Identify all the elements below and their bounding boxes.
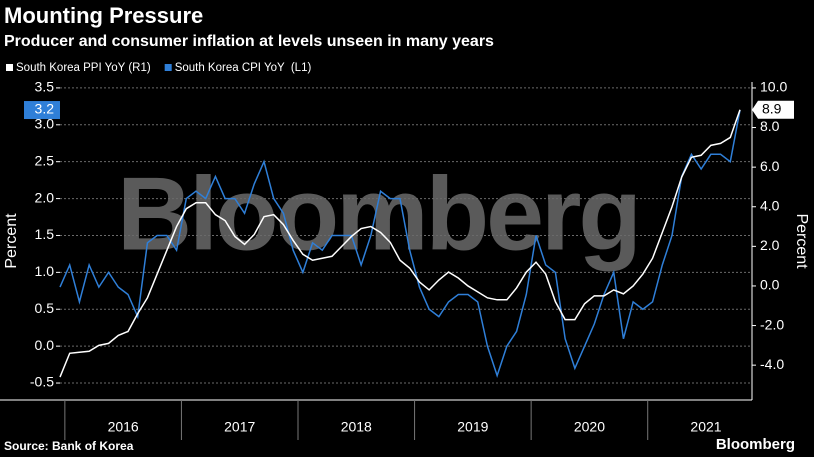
y-tick-label: 3.5 bbox=[35, 79, 55, 95]
x-tick-label: 2021 bbox=[690, 419, 721, 435]
y2-tick-label: 10.0 bbox=[760, 79, 787, 95]
y-tick-label: 1.0 bbox=[35, 263, 55, 279]
legend-label: South Korea PPI YoY (R1) bbox=[16, 62, 151, 74]
legend-label: South Korea CPI YoY (L1) bbox=[175, 62, 312, 74]
value-label-box bbox=[24, 101, 60, 120]
value-label-box bbox=[752, 100, 794, 119]
y2-tick-label: 4.0 bbox=[760, 197, 780, 213]
y2-tick-label: 8.0 bbox=[760, 118, 780, 134]
logo: Bloomberg bbox=[716, 436, 795, 453]
chart-title: Mounting Pressure bbox=[4, 3, 203, 28]
y2-tick-label: 0.0 bbox=[760, 277, 780, 293]
y-tick-label: 0.0 bbox=[35, 337, 55, 353]
y-tick-label: 2.5 bbox=[35, 152, 55, 168]
value-label: 3.2 bbox=[35, 101, 55, 117]
x-tick-label: 2020 bbox=[574, 419, 605, 435]
x-tick-label: 2018 bbox=[341, 419, 372, 435]
y-axis-label: Percent bbox=[3, 213, 20, 269]
x-tick-label: 2017 bbox=[224, 419, 255, 435]
chart-subtitle: Producer and consumer inflation at level… bbox=[4, 33, 494, 50]
source: Source: Bank of Korea bbox=[4, 439, 134, 453]
x-tick-label: 2016 bbox=[108, 419, 139, 435]
y2-tick-label: -2.0 bbox=[760, 316, 784, 332]
y-tick-label: 2.0 bbox=[35, 189, 55, 205]
legend-swatch bbox=[164, 64, 172, 71]
line-1 bbox=[59, 109, 741, 378]
x-tick-label: 2019 bbox=[457, 419, 488, 435]
y-tick-label: 1.5 bbox=[35, 226, 55, 242]
watermark: Bloomberg bbox=[117, 156, 639, 272]
y-tick-label: 0.5 bbox=[35, 300, 55, 316]
y-tick-label: -0.5 bbox=[30, 374, 54, 390]
y2-tick-label: 2.0 bbox=[760, 237, 780, 253]
line-0 bbox=[59, 109, 741, 379]
legend-swatch bbox=[6, 64, 13, 71]
y2-tick-label: -4.0 bbox=[760, 356, 784, 372]
y2-axis-label: Percent bbox=[793, 213, 810, 269]
y-tick-label: 3.0 bbox=[35, 115, 55, 131]
y2-tick-label: 6.0 bbox=[760, 158, 780, 174]
value-label: 8.9 bbox=[762, 100, 782, 116]
